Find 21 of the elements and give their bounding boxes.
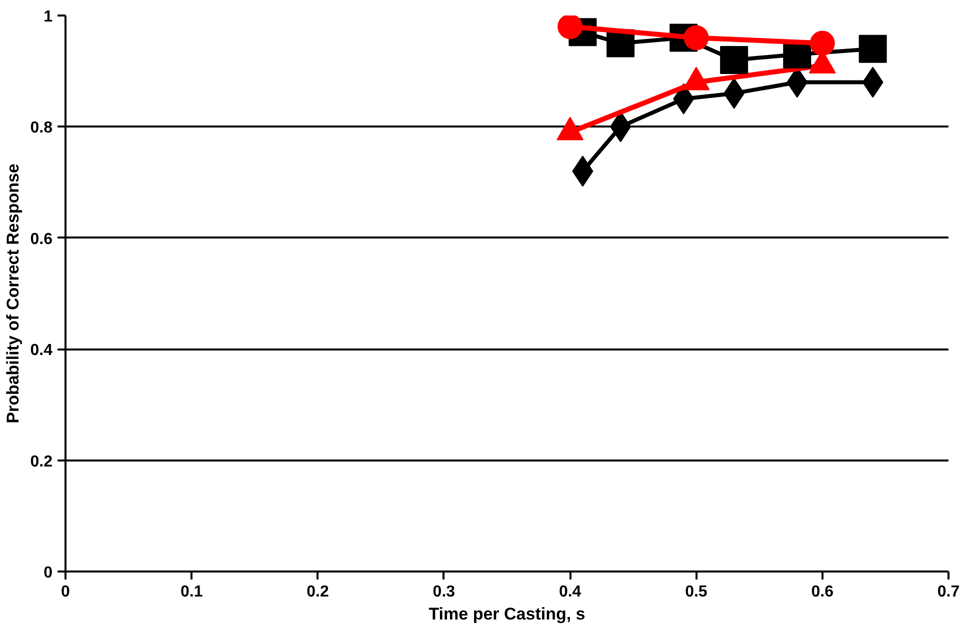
- point: [858, 34, 887, 63]
- y-axis-title: Probability of Correct Response: [3, 164, 22, 424]
- y-tick-label: 0.6: [30, 230, 53, 248]
- y-tick-label: 1: [44, 8, 53, 26]
- point: [558, 16, 583, 40]
- point: [720, 46, 748, 74]
- x-tick-label: 0.7: [937, 584, 960, 600]
- x-tick-label: 0.2: [306, 584, 330, 600]
- y-tick-label: 0: [44, 564, 53, 582]
- x-tick-label: 0.5: [685, 584, 708, 600]
- y-tick-label: 0.4: [30, 342, 53, 360]
- x-tick-label: 0: [61, 584, 70, 600]
- x-axis-title: Time per Casting, s: [428, 604, 586, 624]
- x-tick-label: 0.3: [432, 584, 456, 600]
- x-tick-label: 0.4: [558, 584, 582, 600]
- y-tick-label: 0.2: [30, 453, 53, 470]
- point: [810, 30, 835, 56]
- x-tick-label: 0.6: [811, 584, 834, 600]
- y-tick-label: 0.8: [30, 120, 53, 137]
- x-tick-label: 0.1: [180, 584, 203, 600]
- point: [684, 25, 709, 50]
